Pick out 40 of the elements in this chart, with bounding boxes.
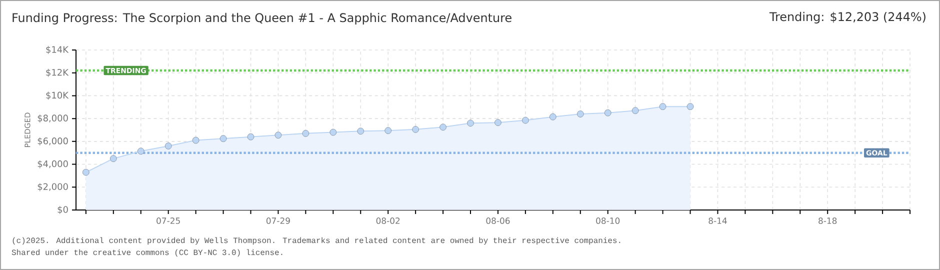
point — [659, 103, 666, 110]
point — [549, 113, 556, 120]
point — [604, 109, 612, 116]
x-tick-label: 07-29 — [266, 218, 290, 224]
point — [137, 148, 144, 155]
point — [686, 103, 694, 110]
x-tick-label: 8-14 — [708, 218, 727, 224]
point — [494, 119, 502, 126]
point — [357, 128, 364, 135]
point — [220, 135, 227, 142]
y-tick-label: $6,000 — [38, 137, 68, 146]
y-tick-label: $12K — [46, 68, 69, 77]
chart-subtitle: Trending: $12,203 (244%) — [769, 12, 926, 24]
y-tick-label: $8,000 — [38, 114, 68, 123]
y-tick-label: $4,000 — [38, 160, 68, 168]
y-tick-label: $0 — [58, 206, 68, 214]
chart-title: Funding Progress: The Scorpion and the Queen #1 - A Sapphic Romance/Adventure — [12, 12, 512, 24]
point — [164, 142, 172, 150]
point — [384, 127, 392, 134]
point — [302, 130, 310, 137]
point — [632, 107, 639, 114]
point — [247, 133, 254, 140]
point — [330, 128, 337, 136]
point — [274, 132, 282, 139]
point — [82, 168, 90, 176]
point — [440, 124, 446, 131]
x-tick-label: 08-06 — [486, 218, 510, 224]
x-tick-label: 08-10 — [596, 218, 620, 224]
x-tick-label: 07-25 — [156, 218, 180, 224]
point — [576, 110, 584, 118]
y-tick-label: $10K — [46, 92, 69, 100]
point — [192, 136, 200, 144]
point — [467, 120, 474, 127]
point — [110, 155, 117, 162]
y-tick-label: $14K — [46, 46, 69, 54]
point — [522, 116, 529, 124]
x-tick-label: 8-18 — [818, 218, 837, 224]
y-tick-label: $2,000 — [38, 183, 68, 192]
x-tick-label: 08-02 — [376, 218, 400, 224]
point — [412, 126, 420, 133]
